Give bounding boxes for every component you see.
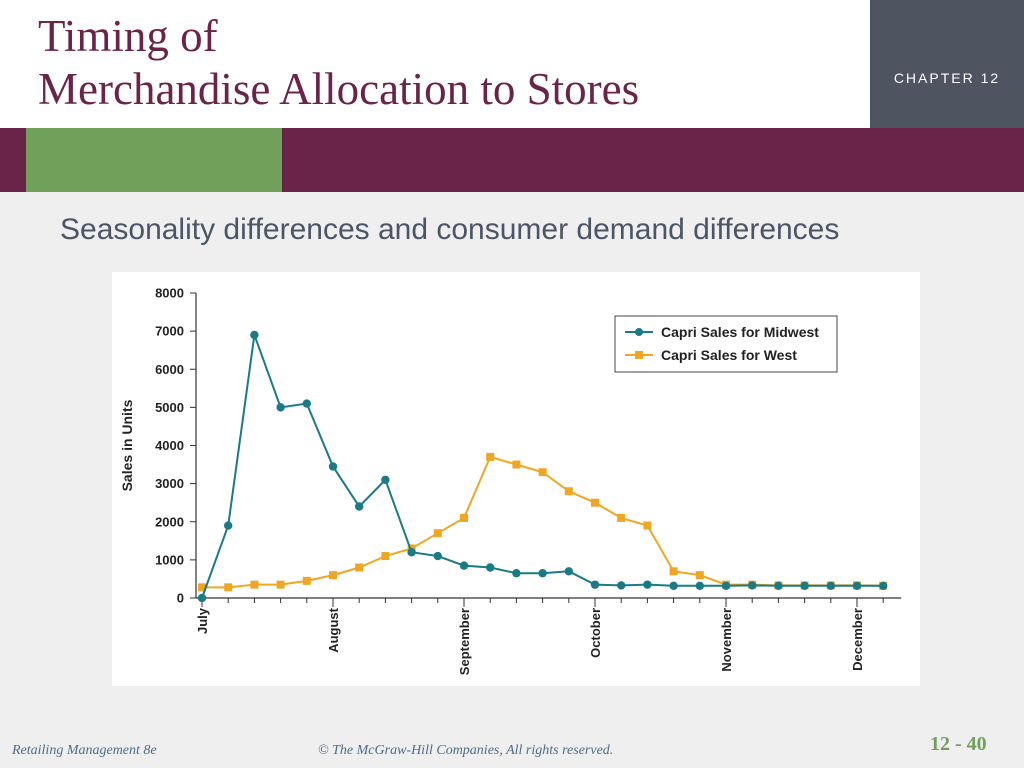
x-month-label: September (457, 608, 472, 675)
data-point-midwest (224, 521, 233, 530)
data-point-west (591, 498, 599, 507)
data-point-west (564, 487, 573, 496)
y-tick-label: 0 (177, 591, 184, 606)
x-month-label: November (719, 608, 734, 672)
y-tick-label: 5000 (155, 400, 184, 415)
data-point-midwest (328, 462, 338, 471)
data-point-midwest (355, 502, 364, 511)
data-point-west (355, 563, 364, 572)
series-line-west (202, 455, 884, 589)
x-month-label: July (195, 607, 210, 634)
data-point-midwest (486, 563, 495, 572)
chapter-label: CHAPTER 12 (893, 70, 1001, 86)
data-point-midwest (197, 593, 207, 603)
data-point-midwest (826, 581, 835, 590)
data-point-west (302, 576, 311, 585)
y-tick-label: 2000 (155, 514, 184, 529)
slide-subtitle: Seasonality differences and consumer dem… (60, 213, 840, 246)
x-month-label: December (850, 608, 865, 671)
title-area: Timing of Merchandise Allocation to Stor… (0, 0, 870, 128)
data-point-midwest (459, 561, 469, 570)
data-point-midwest (276, 403, 285, 412)
y-tick-label: 3000 (155, 476, 184, 491)
x-month-label: October (588, 608, 603, 658)
data-point-west (669, 567, 678, 576)
chapter-box: CHAPTER 12 (870, 0, 1024, 128)
data-point-west (695, 571, 704, 580)
footer-book-title: Retailing Management 8e (12, 743, 157, 758)
data-point-west (512, 460, 521, 469)
data-point-midwest (564, 567, 573, 576)
y-tick-label: 8000 (155, 286, 184, 301)
data-point-west (643, 521, 652, 530)
chart-container: 0 1000 2000 3000 4000 5000 6000 7000 8000 July Aug… (112, 272, 920, 686)
data-point-midwest (407, 548, 416, 557)
data-point-midwest (774, 581, 783, 590)
data-point-west (538, 468, 547, 477)
data-point-midwest (250, 330, 259, 340)
legend-label: Capri Sales for Midwest (661, 324, 819, 340)
y-tick-label: 1000 (155, 552, 184, 567)
y-tick-label: 6000 (155, 362, 184, 377)
sales-line-chart: 0 1000 2000 3000 4000 5000 6000 7000 8000 July Aug… (119, 286, 902, 675)
data-point-midwest (302, 399, 311, 408)
data-point-midwest (433, 551, 442, 561)
data-point-west (329, 571, 337, 580)
legend-box (614, 315, 838, 373)
y-axis-title: Sales in Units (119, 399, 135, 491)
data-point-midwest (748, 581, 757, 590)
legend-label: Capri Sales for West (661, 347, 797, 363)
data-point-west (460, 513, 468, 522)
slide-title-line1: Timing of (38, 11, 218, 61)
data-point-midwest (852, 581, 862, 590)
legend-marker-west (635, 351, 643, 359)
data-point-west (486, 452, 495, 461)
data-point-midwest (381, 475, 390, 485)
data-point-west (381, 552, 390, 561)
data-point-midwest (669, 581, 678, 590)
y-tick-label: 4000 (155, 438, 184, 453)
series-line-midwest (201, 334, 884, 599)
data-point-west (276, 580, 285, 589)
data-point-midwest (512, 569, 521, 578)
data-point-midwest (538, 569, 547, 578)
legend-marker-midwest (635, 328, 643, 336)
data-point-west (224, 583, 233, 592)
data-point-midwest (643, 580, 652, 589)
x-month-label: August (326, 607, 341, 652)
data-point-west (433, 529, 442, 538)
data-point-west (250, 580, 259, 589)
footer-copyright: © The McGraw-Hill Companies, All rights … (318, 743, 614, 758)
slide-title-line2: Merchandise Allocation to Stores (38, 64, 640, 115)
data-point-midwest (695, 581, 704, 590)
data-point-midwest (879, 581, 888, 590)
y-tick-label: 7000 (155, 324, 184, 339)
data-point-midwest (721, 581, 731, 590)
slide-title: Timing of Merchandise Allocation to Stor… (38, 10, 639, 116)
data-point-midwest (617, 581, 626, 590)
data-point-midwest (590, 580, 600, 589)
data-point-west (198, 583, 206, 592)
data-point-midwest (800, 581, 809, 590)
slide-number: 12 - 40 (930, 733, 987, 755)
decorative-band-accent (26, 128, 282, 192)
data-point-west (617, 513, 626, 522)
